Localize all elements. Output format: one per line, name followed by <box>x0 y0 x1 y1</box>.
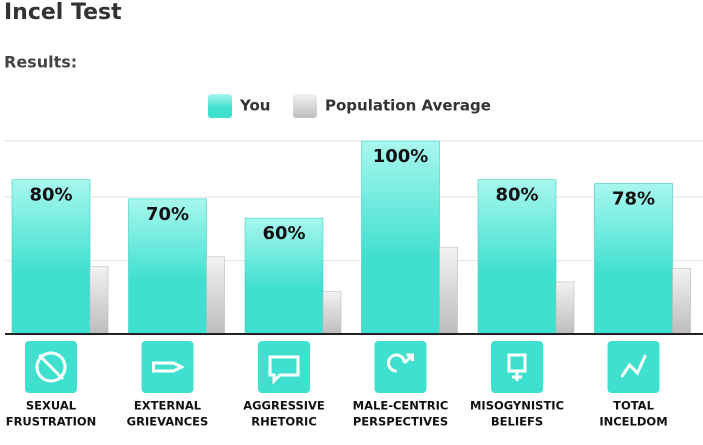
bar <box>555 281 575 335</box>
x-tick-label: GRIEVANCES <box>127 415 209 429</box>
bar <box>244 217 324 335</box>
legend-label: Population Average <box>325 97 491 115</box>
x-tick-label: AGGRESSIVE <box>243 399 325 413</box>
category-icon <box>141 341 194 393</box>
bar <box>11 179 91 335</box>
bar <box>89 266 109 335</box>
category-icon <box>374 341 427 393</box>
value-label: 100% <box>373 146 429 167</box>
x-tick-label: MALE-CENTRIC <box>353 399 449 413</box>
value-label: 78% <box>612 188 655 209</box>
x-tick-label: TOTAL <box>613 399 654 413</box>
bar <box>672 268 691 335</box>
icon-glyph <box>152 361 185 373</box>
icon-glyph <box>387 353 414 373</box>
value-label: 80% <box>29 185 72 206</box>
category-icon <box>258 341 310 393</box>
value-label: 70% <box>146 204 189 225</box>
x-tick-label: INCELDOM <box>599 415 667 429</box>
icon-glyph <box>35 351 67 383</box>
x-tick-label: MISOGYNISTIC <box>470 399 564 413</box>
title: Incel Test <box>4 0 122 25</box>
value-label: 60% <box>262 223 305 244</box>
legend-label: You <box>239 97 270 115</box>
x-tick-label: RHETORIC <box>251 415 317 429</box>
legend-swatch <box>208 94 232 118</box>
bar <box>361 140 440 335</box>
value-label: 80% <box>495 185 538 206</box>
bar <box>439 246 458 335</box>
x-tick-label: BELIEFS <box>491 415 543 429</box>
legend-swatch <box>293 94 317 118</box>
category-icon <box>491 341 543 393</box>
subtitle: Results: <box>4 53 77 72</box>
icon-glyph <box>620 354 647 378</box>
x-tick-label: SEXUAL <box>26 399 77 413</box>
icon-glyph <box>507 353 527 381</box>
bar <box>594 183 673 335</box>
icon-glyph <box>268 355 300 385</box>
x-tick-label: PERSPECTIVES <box>353 415 448 429</box>
x-tick-label: EXTERNAL <box>134 399 202 413</box>
x-tick-label: FRUSTRATION <box>6 415 97 429</box>
bar <box>206 256 225 335</box>
bar <box>322 291 342 335</box>
bar <box>128 198 207 335</box>
bar <box>477 179 557 335</box>
